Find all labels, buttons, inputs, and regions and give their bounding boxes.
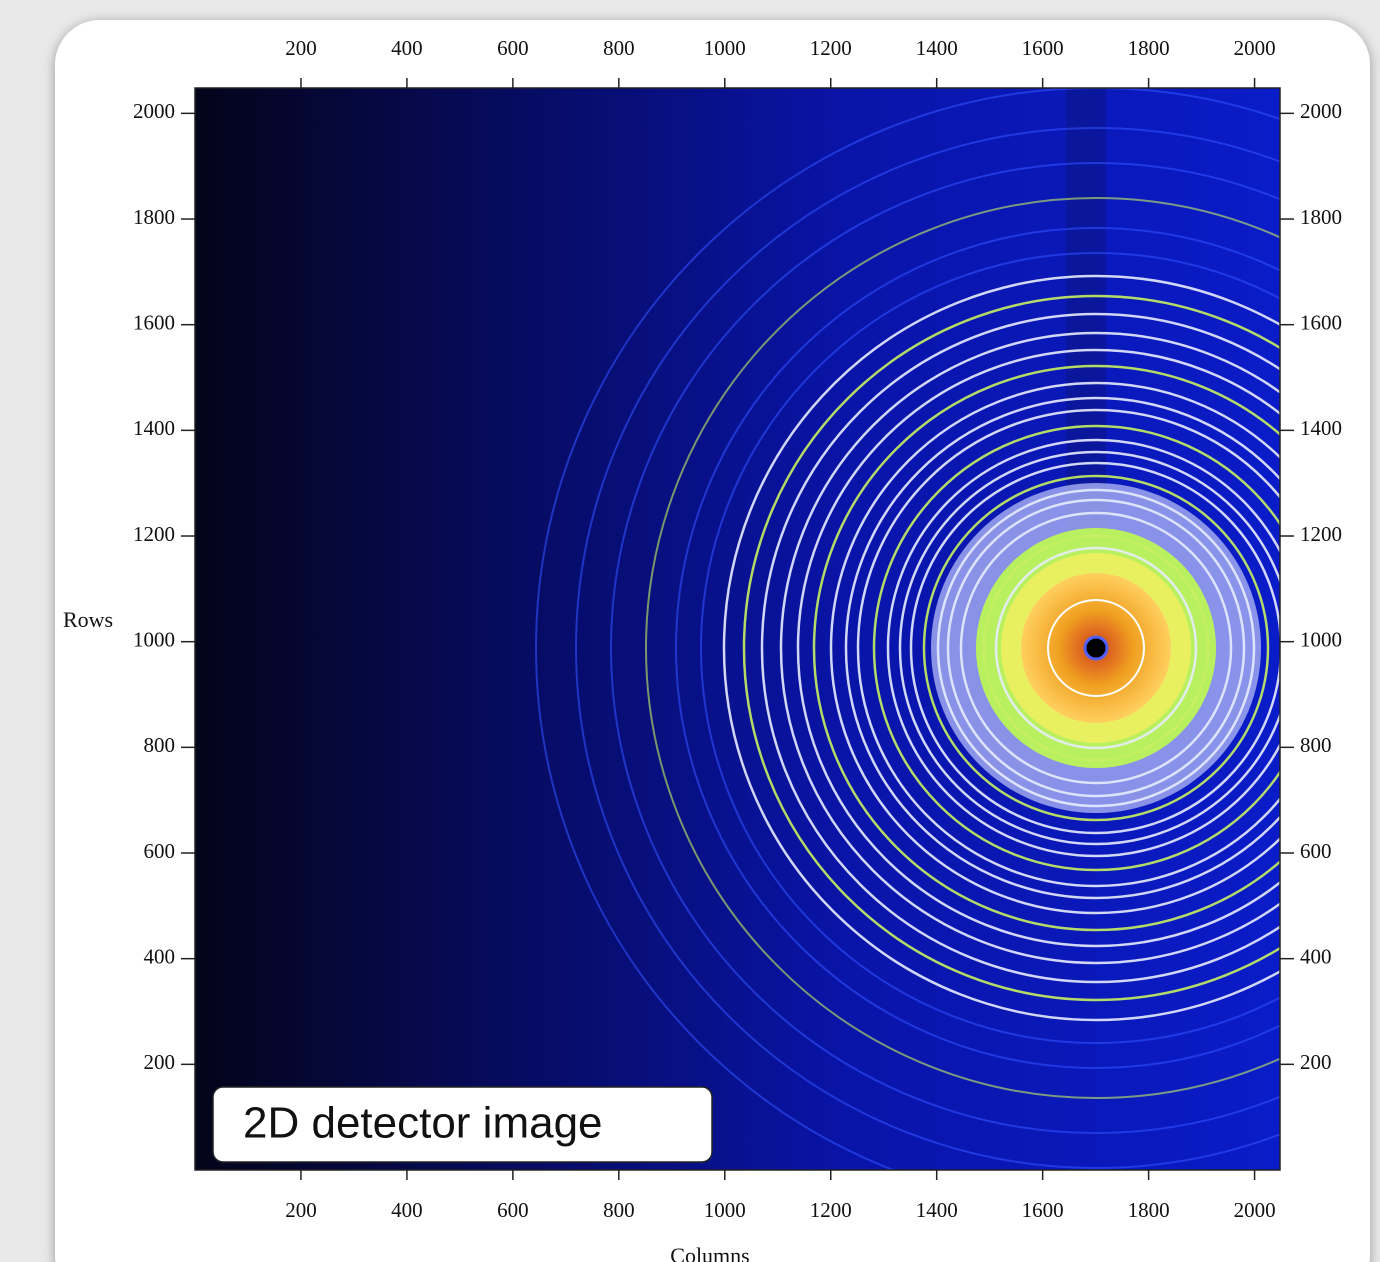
y-tick-label-right: 1400 bbox=[1300, 416, 1342, 440]
y-tick-label: 2000 bbox=[133, 99, 175, 123]
ring bbox=[856, 408, 1280, 888]
ring bbox=[886, 438, 1280, 858]
ring bbox=[898, 450, 1280, 846]
x-tick-label: 1600 bbox=[1022, 1198, 1064, 1222]
x-tick-label: 2000 bbox=[1234, 1198, 1276, 1222]
x-tick-label: 200 bbox=[285, 1198, 317, 1222]
y-tick-label: 1200 bbox=[133, 522, 175, 546]
y-tick-label-right: 200 bbox=[1300, 1050, 1332, 1074]
x-tick-label: 800 bbox=[603, 1198, 635, 1222]
y-tick-label-right: 1800 bbox=[1300, 205, 1342, 229]
ring bbox=[645, 197, 1280, 1099]
ring bbox=[700, 252, 1280, 1044]
x-tick-label: 1800 bbox=[1128, 1198, 1170, 1222]
y-tick-label-right: 2000 bbox=[1300, 99, 1342, 123]
x-tick-label-top: 200 bbox=[285, 36, 317, 60]
ring bbox=[946, 498, 1246, 798]
y-tick-label-right: 1600 bbox=[1300, 311, 1342, 335]
ring bbox=[922, 474, 1270, 822]
ring bbox=[796, 348, 1280, 948]
y-tick-label-right: 400 bbox=[1300, 944, 1332, 968]
ring bbox=[844, 396, 1280, 900]
x-tick-label: 600 bbox=[497, 1198, 529, 1222]
y-tick-label-right: 600 bbox=[1300, 839, 1332, 863]
detector-image bbox=[195, 88, 1280, 1170]
x-tick-label: 1000 bbox=[704, 1198, 746, 1222]
y-tick-label: 400 bbox=[144, 944, 176, 968]
ring bbox=[994, 546, 1198, 750]
ring bbox=[742, 294, 1280, 1002]
ring bbox=[535, 88, 1280, 1170]
ring bbox=[959, 511, 1233, 785]
x-tick-label-top: 400 bbox=[391, 36, 423, 60]
ring bbox=[872, 424, 1280, 872]
x-tick-label-top: 800 bbox=[603, 36, 635, 60]
plot-frame bbox=[194, 87, 1281, 1171]
x-tick-label: 400 bbox=[391, 1198, 423, 1222]
y-axis-label: Rows bbox=[63, 607, 113, 632]
ring bbox=[982, 534, 1210, 762]
y-tick-label: 1600 bbox=[133, 311, 175, 335]
ring bbox=[779, 331, 1280, 965]
x-tick-label-top: 2000 bbox=[1234, 36, 1276, 60]
ring bbox=[722, 274, 1280, 1022]
y-tick-label: 800 bbox=[144, 733, 176, 757]
ring bbox=[575, 127, 1280, 1169]
x-tick-label: 1200 bbox=[810, 1198, 852, 1222]
y-tick-label: 1000 bbox=[133, 627, 175, 651]
ring bbox=[829, 381, 1280, 915]
x-axis-label: Columns bbox=[670, 1243, 749, 1262]
annotation: 2D detector image bbox=[243, 1099, 603, 1148]
x-tick-label-top: 1200 bbox=[810, 36, 852, 60]
y-tick-label: 1800 bbox=[133, 205, 175, 229]
ring bbox=[610, 162, 1280, 1134]
annotation-box bbox=[212, 1086, 713, 1163]
x-tick-label-top: 1400 bbox=[916, 36, 958, 60]
x-tick-label-top: 1600 bbox=[1022, 36, 1064, 60]
ring bbox=[812, 364, 1280, 932]
x-tick-label: 1400 bbox=[916, 1198, 958, 1222]
y-tick-label-right: 800 bbox=[1300, 733, 1332, 757]
y-tick-label: 1400 bbox=[133, 416, 175, 440]
y-tick-label: 600 bbox=[144, 839, 176, 863]
y-tick-label-right: 1000 bbox=[1300, 627, 1342, 651]
x-tick-label-top: 1800 bbox=[1128, 36, 1170, 60]
beam-center bbox=[1083, 635, 1109, 661]
ring bbox=[936, 488, 1256, 808]
ring bbox=[760, 312, 1280, 984]
core-ring bbox=[1047, 599, 1145, 697]
y-tick-label-right: 1200 bbox=[1300, 522, 1342, 546]
y-tick-label: 200 bbox=[144, 1050, 176, 1074]
ring bbox=[675, 227, 1280, 1069]
x-tick-label-top: 1000 bbox=[704, 36, 746, 60]
x-tick-label-top: 600 bbox=[497, 36, 529, 60]
ring bbox=[909, 461, 1280, 835]
